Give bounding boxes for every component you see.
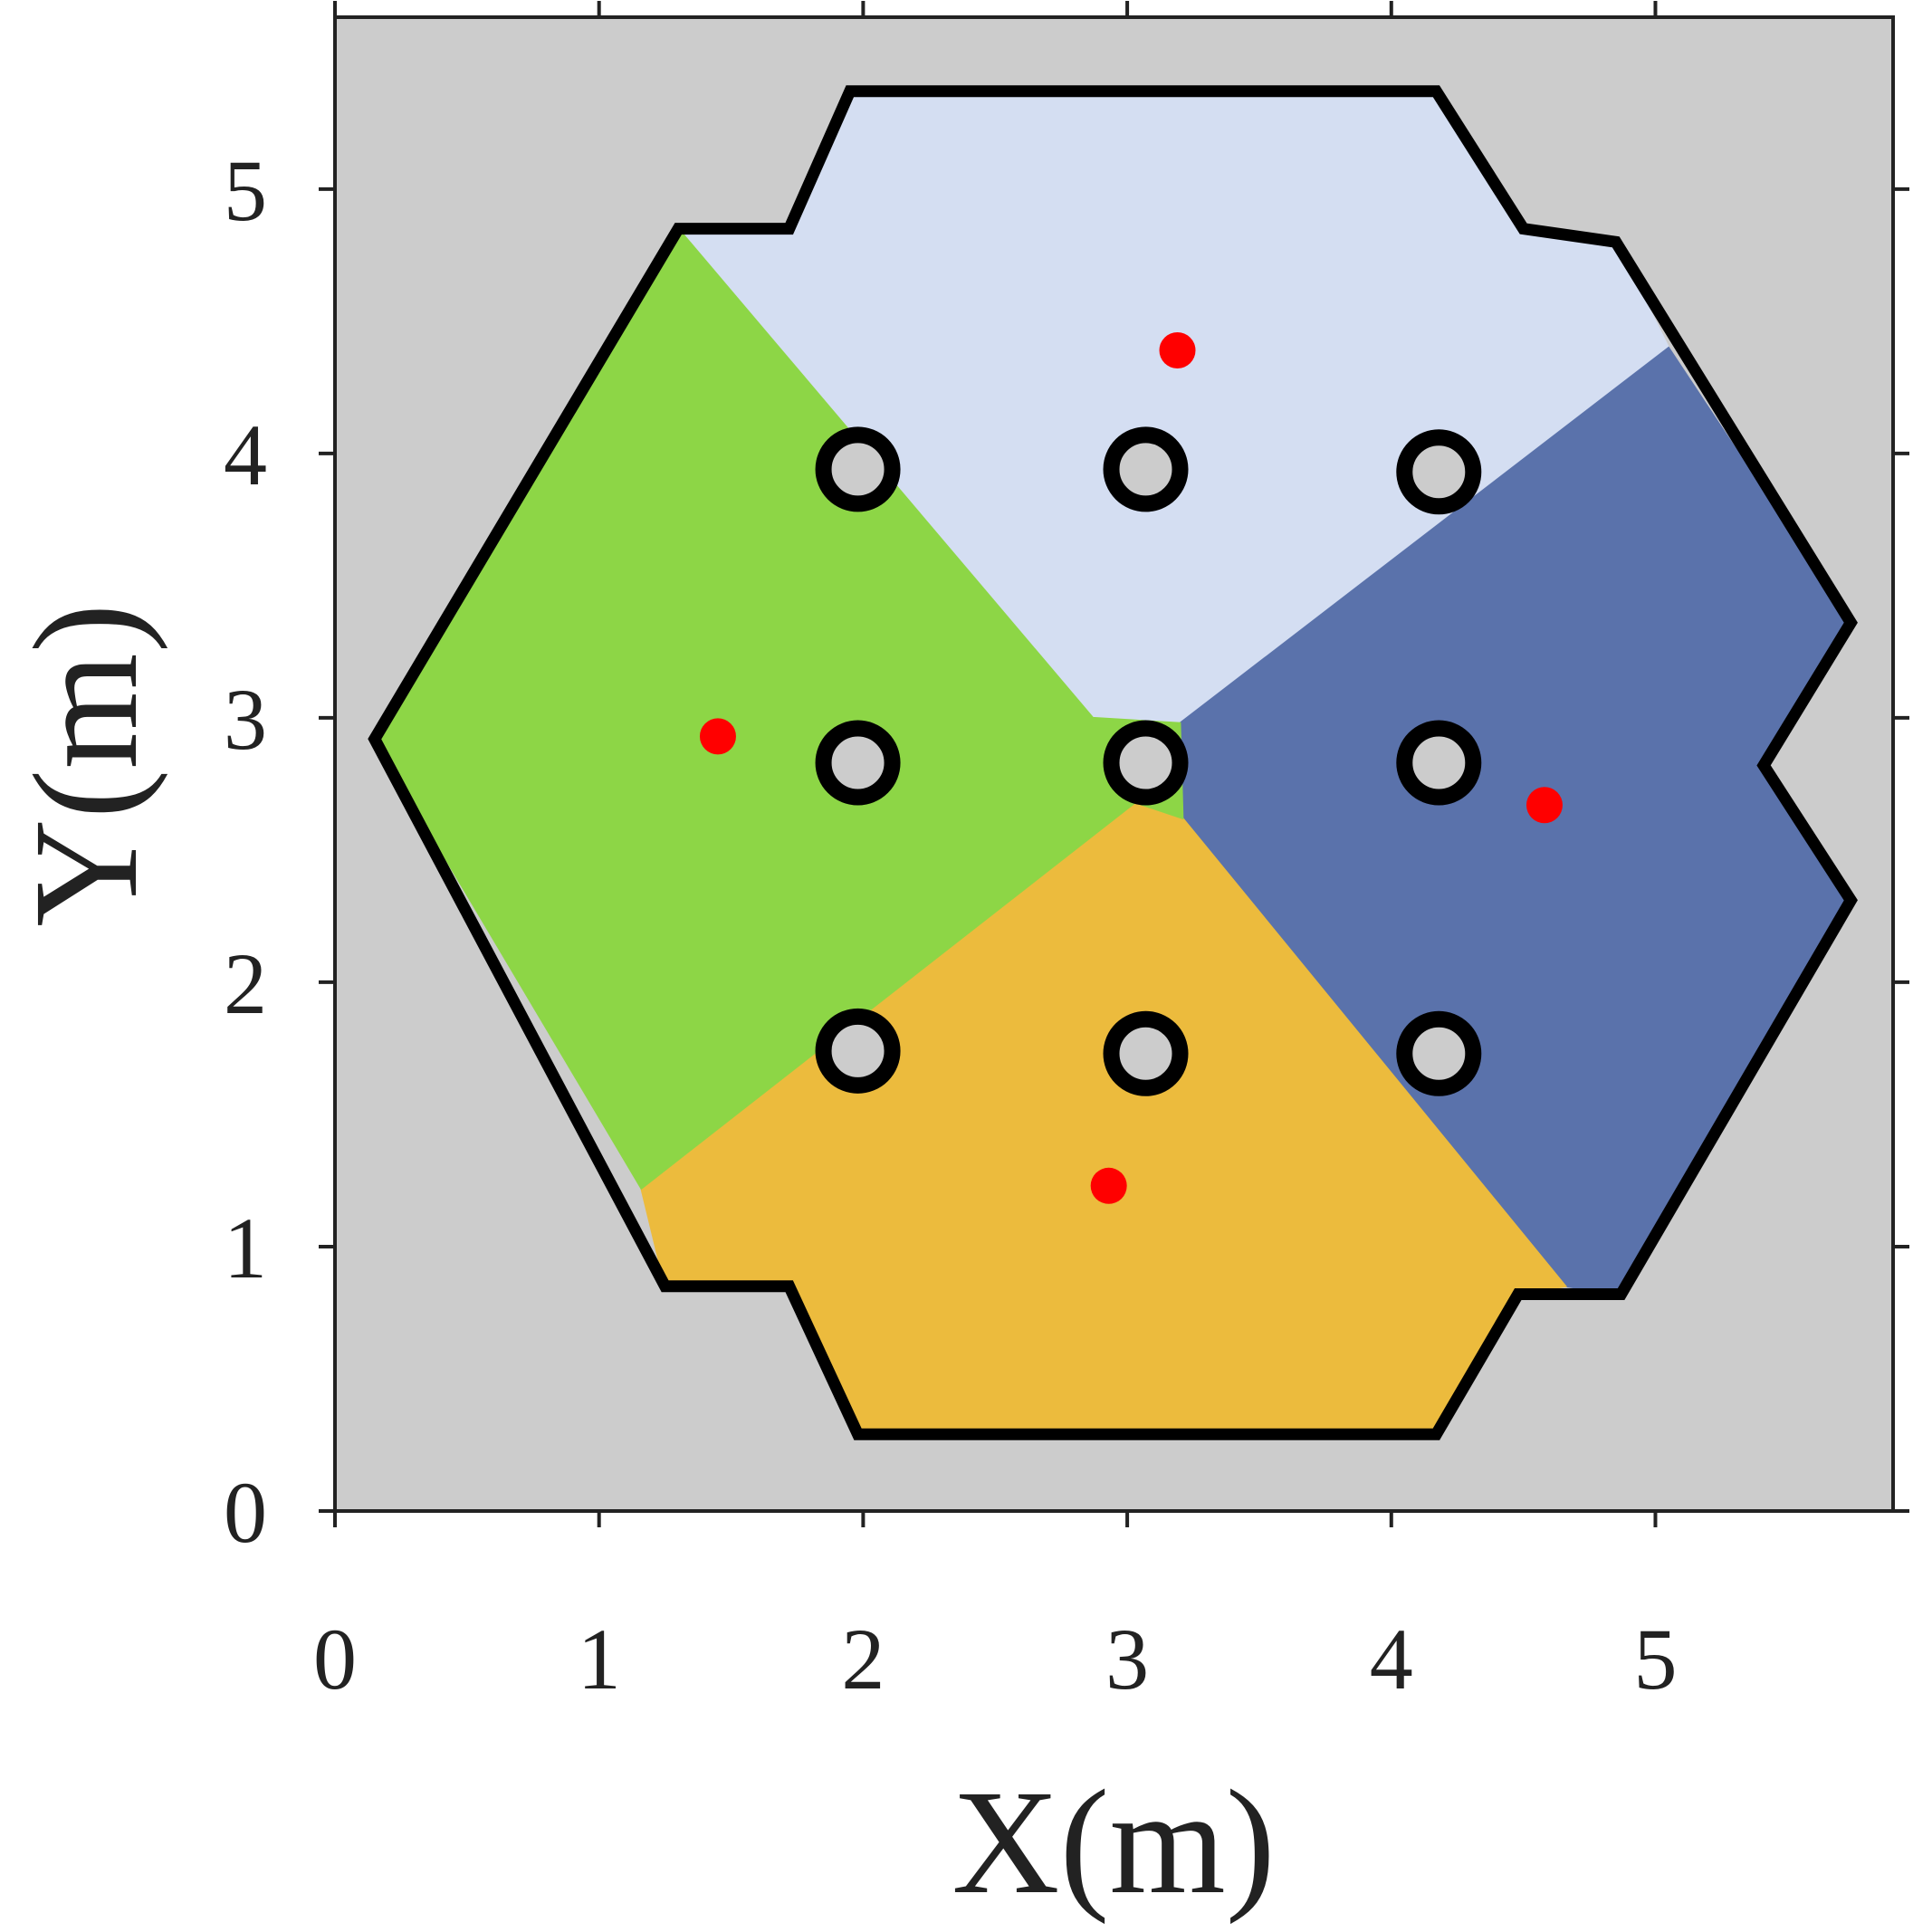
y-tick-label: 4: [224, 406, 267, 503]
target-point: [699, 718, 736, 755]
obstacle: [1103, 426, 1189, 512]
y-tick-label: 3: [224, 671, 267, 768]
x-tick-label: 0: [313, 1611, 357, 1707]
obstacle: [815, 426, 901, 512]
y-tick-label: 2: [224, 935, 267, 1032]
obstacle: [1103, 720, 1189, 806]
target-point: [1526, 787, 1563, 824]
obstacle: [815, 720, 901, 806]
y-axis-label: Y(m): [3, 603, 168, 926]
obstacle: [1396, 429, 1482, 515]
y-tick-label: 5: [224, 142, 267, 239]
x-tick-label: 1: [578, 1611, 621, 1707]
obstacle: [1396, 720, 1482, 806]
x-tick-label: 4: [1370, 1611, 1413, 1707]
y-tick-label: 1: [224, 1200, 267, 1296]
target-point: [1159, 331, 1196, 368]
y-tick-label: 0: [224, 1464, 267, 1561]
x-tick-label: 5: [1633, 1611, 1677, 1707]
target-point: [1090, 1167, 1127, 1204]
x-axis-label: X(m): [952, 1759, 1275, 1925]
x-tick-label: 3: [1105, 1611, 1149, 1707]
boundary: [368, 85, 1858, 1440]
obstacle: [1396, 1010, 1482, 1096]
obstacle: [815, 1008, 901, 1094]
plot-frame: [333, 15, 1895, 1513]
x-tick-label: 2: [841, 1611, 885, 1707]
obstacle: [1103, 1010, 1189, 1096]
